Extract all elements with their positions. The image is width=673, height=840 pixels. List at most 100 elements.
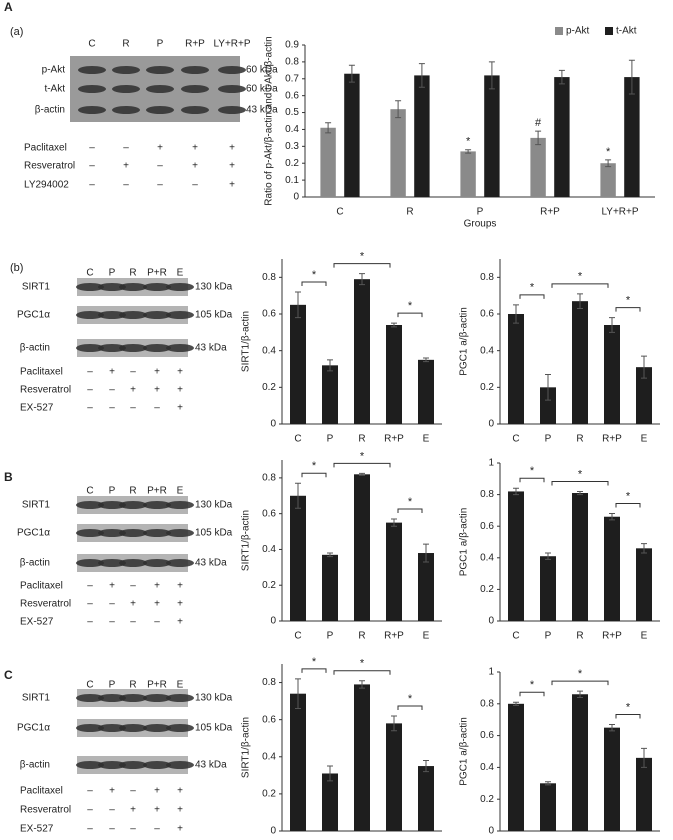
treatment-sign: + xyxy=(177,367,183,378)
treatment-sign: – xyxy=(123,180,129,191)
treatment-sign: – xyxy=(157,161,163,172)
significance-label: * xyxy=(578,271,583,283)
treatment-sign: – xyxy=(130,581,136,592)
protein-label: β-actin xyxy=(20,760,50,771)
bar xyxy=(508,314,524,424)
treatment-sign: + xyxy=(154,581,160,592)
blot-band xyxy=(98,501,126,509)
lane-label: P+R xyxy=(147,268,167,279)
y-tick-label: 0.6 xyxy=(480,730,494,741)
y-tick-label: 0.8 xyxy=(262,473,276,484)
treatment-sign: + xyxy=(154,786,160,797)
blot-band xyxy=(143,529,171,537)
x-tick-label: R xyxy=(576,631,583,642)
x-tick-label: P xyxy=(545,434,552,445)
treatment-sign: + xyxy=(109,786,115,797)
x-tick-label: E xyxy=(423,631,430,642)
blot-band xyxy=(98,724,126,732)
bar xyxy=(460,151,476,197)
bar xyxy=(554,77,570,197)
lane-label: P xyxy=(109,486,116,497)
treatment-sign: – xyxy=(109,599,115,610)
significance-bracket xyxy=(519,691,545,697)
significance-label: * xyxy=(530,282,535,294)
bar xyxy=(386,325,402,424)
blot-band xyxy=(143,694,171,702)
y-tick-label: 0.6 xyxy=(262,508,276,519)
lane-label: P xyxy=(109,268,116,279)
bar xyxy=(508,491,524,621)
lane-label: E xyxy=(177,268,184,279)
bar xyxy=(484,75,500,197)
panel-label: (a) xyxy=(10,26,23,38)
y-tick-label: 0 xyxy=(270,616,276,627)
y-tick-label: 0.4 xyxy=(262,751,276,762)
lane-label: P+R xyxy=(147,680,167,691)
treatment-sign: + xyxy=(177,786,183,797)
significance-label: * xyxy=(312,656,317,668)
annotation: * xyxy=(466,136,471,148)
y-tick-label: 0.3 xyxy=(285,141,299,152)
bar xyxy=(540,556,556,621)
blot-band xyxy=(143,311,171,319)
significance-label: * xyxy=(530,679,535,691)
blot-band xyxy=(98,344,126,352)
blot-band xyxy=(112,106,140,114)
band-size: 60 kDa xyxy=(246,65,278,76)
x-tick-label: C xyxy=(294,434,301,445)
y-tick-label: 0.8 xyxy=(285,57,299,68)
treatment-sign: + xyxy=(130,599,136,610)
y-tick-label: 0.7 xyxy=(285,73,299,84)
annotation: # xyxy=(535,117,542,129)
significance-bracket xyxy=(397,705,423,710)
significance-label: * xyxy=(578,468,583,480)
blot-band xyxy=(119,344,147,352)
lane-label: R xyxy=(129,486,136,497)
bar xyxy=(636,757,652,831)
protein-label: PGC1α xyxy=(17,528,50,539)
treatment-sign: – xyxy=(87,599,93,610)
treatment-sign: – xyxy=(89,180,95,191)
error-bar xyxy=(535,130,542,146)
error-bar xyxy=(641,355,647,379)
treatment-label: Paclitaxel xyxy=(20,786,63,797)
y-tick-label: 0.6 xyxy=(480,309,494,320)
blot-band xyxy=(112,85,140,93)
treatment-sign: – xyxy=(154,617,160,628)
error-bar xyxy=(295,678,301,710)
y-tick-label: 0.8 xyxy=(480,698,494,709)
treatment-label: Paclitaxel xyxy=(20,581,63,592)
treatment-sign: + xyxy=(154,367,160,378)
significance-label: * xyxy=(360,251,365,263)
treatment-sign: – xyxy=(87,403,93,414)
panel-label: B xyxy=(4,470,13,484)
blot-band xyxy=(76,724,104,732)
significance-label: * xyxy=(530,465,535,477)
band-size: 105 kDa xyxy=(195,528,233,539)
blot-band xyxy=(76,311,104,319)
x-tick-label: C xyxy=(512,631,519,642)
blot-band xyxy=(119,311,147,319)
treatment-sign: + xyxy=(229,161,235,172)
error-bar xyxy=(513,487,519,496)
bar xyxy=(530,137,546,197)
x-tick-label: P xyxy=(327,631,334,642)
treatment-sign: – xyxy=(109,617,115,628)
treatment-sign: + xyxy=(177,617,183,628)
error-bar xyxy=(418,63,425,88)
error-bar xyxy=(488,61,495,90)
blot-band xyxy=(119,694,147,702)
blot-band xyxy=(76,529,104,537)
blot-band xyxy=(143,283,171,291)
y-tick-label: 0.8 xyxy=(262,677,276,688)
y-tick-label: 0.6 xyxy=(262,309,276,320)
y-tick-label: 0.6 xyxy=(285,90,299,101)
blot-band xyxy=(166,761,194,769)
blot-band xyxy=(98,761,126,769)
treatment-sign: – xyxy=(130,617,136,628)
significance-label: * xyxy=(312,460,317,472)
treatment-sign: + xyxy=(192,143,198,154)
blot-band xyxy=(76,283,104,291)
blot-band xyxy=(181,66,209,74)
